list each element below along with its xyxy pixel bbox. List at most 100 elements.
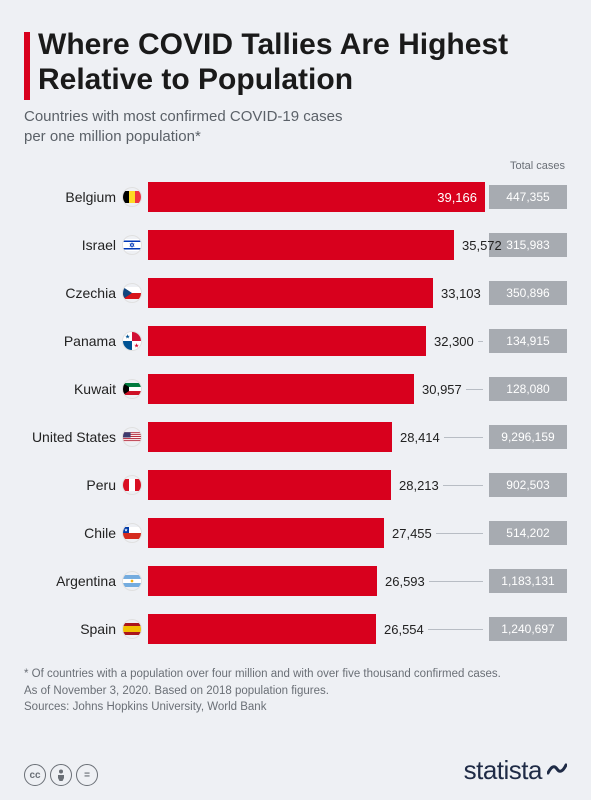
chart-row: Israel35,572315,983 (24, 226, 567, 264)
footnote-date: As of November 3, 2020. Based on 2018 po… (24, 683, 567, 700)
bar-track: 33,103 (148, 278, 483, 308)
by-icon (50, 764, 72, 786)
bar (148, 230, 454, 260)
il-flag-icon (122, 235, 142, 255)
bar (148, 614, 376, 644)
country-label: Kuwait (74, 381, 116, 397)
bar-track: 28,414 (148, 422, 483, 452)
label-cell: Belgium (24, 187, 148, 207)
statista-logo: statista (464, 755, 567, 786)
cz-flag-icon (122, 283, 142, 303)
bar-track: 32,300 (148, 326, 483, 356)
chart-row: Spain 26,554 1,240,697 (24, 610, 567, 648)
country-label: Spain (80, 621, 116, 637)
ar-flag-icon (122, 571, 142, 591)
kw-flag-icon (122, 379, 142, 399)
pe-flag-icon (122, 475, 142, 495)
svg-text:★: ★ (134, 342, 139, 349)
bar-track: 27,455 (148, 518, 483, 548)
connector-line (429, 581, 483, 582)
total-cases-badge: 350,896 (489, 281, 567, 305)
bar-track: 26,593 (148, 566, 483, 596)
subtitle: Countries with most confirmed COVID-19 c… (24, 107, 354, 146)
footnote-criteria: * Of countries with a population over fo… (24, 666, 567, 683)
bar (148, 518, 384, 548)
total-cases-badge: 128,080 (489, 377, 567, 401)
bar: 39,166 (148, 182, 485, 212)
chart-row: Kuwait 30,957 128,080 (24, 370, 567, 408)
country-label: Panama (64, 333, 116, 349)
column-header: Total cases (24, 160, 567, 172)
be-flag-icon (122, 187, 142, 207)
bar-track: 39,166 (148, 182, 483, 212)
svg-text:★: ★ (125, 333, 130, 340)
connector-line (444, 437, 483, 438)
country-label: Argentina (56, 573, 116, 589)
total-cases-badge: 514,202 (489, 521, 567, 545)
bar-chart: Belgium39,166447,355Israel35,572315,983C… (24, 178, 567, 648)
per-million-value: 27,455 (384, 518, 432, 548)
country-label: Israel (82, 237, 116, 253)
bar (148, 374, 414, 404)
label-cell: Kuwait (24, 379, 148, 399)
chart-row: Belgium 39,166 447,355 (24, 178, 567, 216)
per-million-value: 35,572 (454, 230, 502, 260)
per-million-value: 30,957 (414, 374, 462, 404)
footnote-sources: Sources: Johns Hopkins University, World… (24, 699, 567, 716)
per-million-value: 28,213 (391, 470, 439, 500)
bar-track: 30,957 (148, 374, 483, 404)
per-million-value: 26,593 (377, 566, 425, 596)
per-million-value: 32,300 (426, 326, 474, 356)
chart-row: Peru 28,213 902,503 (24, 466, 567, 504)
bar (148, 326, 426, 356)
chart-row: Argentina 26,593 1,183,131 (24, 562, 567, 600)
footnotes: * Of countries with a population over fo… (24, 666, 567, 716)
per-million-value: 26,554 (376, 614, 424, 644)
page-title: Where COVID Tallies Are Highest Relative… (38, 28, 567, 97)
label-cell: Chile★ (24, 523, 148, 543)
footer: cc = statista (24, 755, 567, 786)
connector-line (478, 341, 483, 342)
total-cases-badge: 447,355 (489, 185, 567, 209)
label-cell: Peru (24, 475, 148, 495)
accent-bar (24, 32, 30, 100)
nd-icon: = (76, 764, 98, 786)
es-flag-icon (122, 619, 142, 639)
chart-row: Chile★ 27,455 514,202 (24, 514, 567, 552)
connector-line (428, 629, 483, 630)
per-million-value: 28,414 (392, 422, 440, 452)
label-cell: Czechia (24, 283, 148, 303)
connector-line (436, 533, 483, 534)
country-label: Chile (84, 525, 116, 541)
cc-icon: cc (24, 764, 46, 786)
logo-text: statista (464, 755, 542, 786)
chart-row: Czechia 33,103350,896 (24, 274, 567, 312)
license-icons: cc = (24, 764, 98, 786)
bar-track: 35,572 (148, 230, 483, 260)
country-label: Belgium (65, 189, 116, 205)
label-cell: United States (24, 427, 148, 447)
pa-flag-icon: ★★ (122, 331, 142, 351)
bar-track: 26,554 (148, 614, 483, 644)
total-cases-badge: 134,915 (489, 329, 567, 353)
total-cases-badge: 1,183,131 (489, 569, 567, 593)
connector-line (443, 485, 483, 486)
total-cases-badge: 902,503 (489, 473, 567, 497)
label-cell: Spain (24, 619, 148, 639)
country-label: United States (32, 429, 116, 445)
bar-track: 28,213 (148, 470, 483, 500)
total-cases-badge: 9,296,159 (489, 425, 567, 449)
country-label: Czechia (65, 285, 116, 301)
connector-line (466, 389, 483, 390)
logo-wave-icon (547, 755, 567, 786)
bar (148, 566, 377, 596)
country-label: Peru (86, 477, 116, 493)
label-cell: Panama★★ (24, 331, 148, 351)
total-cases-badge: 1,240,697 (489, 617, 567, 641)
bar (148, 470, 391, 500)
chart-row: United States 28,414 9,296,159 (24, 418, 567, 456)
title-block: Where COVID Tallies Are Highest Relative… (24, 28, 567, 97)
per-million-value: 39,166 (437, 190, 485, 205)
label-cell: Argentina (24, 571, 148, 591)
bar (148, 278, 433, 308)
